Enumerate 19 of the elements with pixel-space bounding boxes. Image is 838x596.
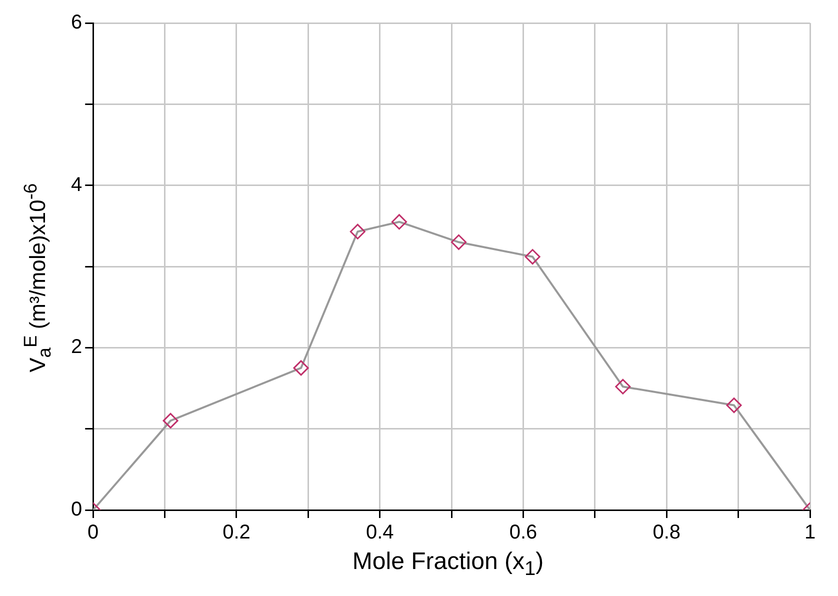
y-tick-label: 2	[71, 336, 82, 358]
x-tick-label: 1	[804, 522, 816, 544]
point	[450, 234, 466, 250]
point	[726, 398, 742, 414]
x-tick-label: 0.8	[652, 522, 681, 544]
x-tick-label: 0.4	[366, 522, 394, 544]
x-tick-label: 0.6	[509, 522, 538, 544]
point	[615, 378, 631, 394]
point	[350, 224, 366, 240]
point	[524, 249, 540, 265]
point	[293, 360, 309, 376]
y-tick-label: 4	[71, 174, 82, 196]
x-axis-title: Mole Fraction (x$_{1}$)	[351, 548, 545, 581]
x-tick-label: 0	[88, 522, 99, 544]
x-tick-label: 0.2	[222, 522, 250, 544]
point	[162, 412, 178, 428]
point	[391, 214, 407, 230]
y-tick-label: 0	[71, 498, 82, 521]
y-tick-label: 6	[71, 12, 82, 34]
